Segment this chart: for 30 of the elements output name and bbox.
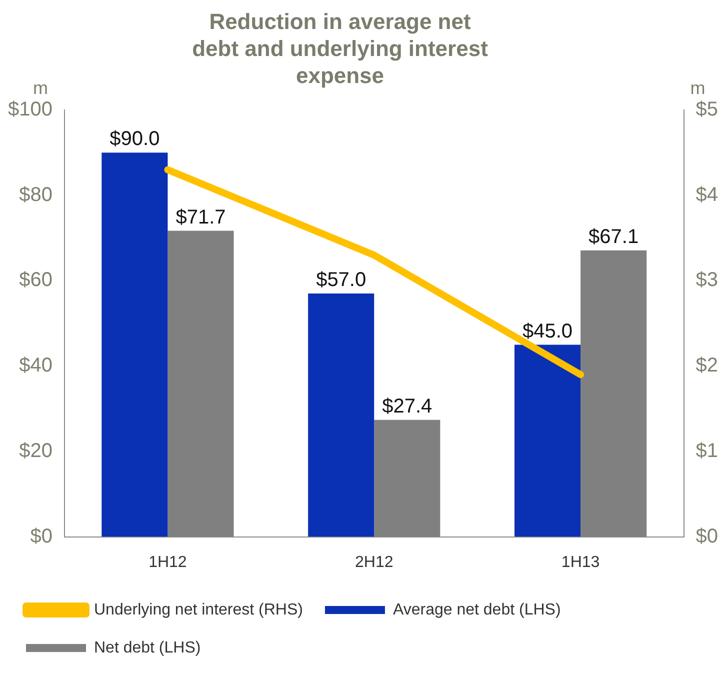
y2-tick-label: $3 xyxy=(696,269,718,292)
y2-axis-title: m xyxy=(690,78,706,98)
data-label: $90.0 xyxy=(110,128,160,150)
legend-label: Average net debt (LHS) xyxy=(392,601,561,618)
y2-tick-label: $5 xyxy=(696,98,718,121)
legend-label: Underlying net interest (RHS) xyxy=(94,601,303,618)
y2-tick-label: $2 xyxy=(696,354,718,377)
data-label: $45.0 xyxy=(522,320,573,342)
data-label: $71.7 xyxy=(176,206,226,228)
bar xyxy=(102,152,168,537)
y-tick-label: $100 xyxy=(8,98,52,121)
bar xyxy=(308,294,374,537)
y-tick-label: $20 xyxy=(19,440,52,462)
y-tick-label: $60 xyxy=(19,269,52,292)
y-tick-label: $40 xyxy=(19,354,52,377)
data-label: $67.1 xyxy=(588,226,639,248)
chart-title: Reduction in average net debt and underlying interest expense xyxy=(191,8,489,89)
y-tick-label: $80 xyxy=(19,184,52,206)
data-label: $27.4 xyxy=(382,395,432,418)
legend-label: Net debt (LHS) xyxy=(94,639,201,656)
bar xyxy=(514,344,581,537)
x-tick-label: 1H13 xyxy=(561,554,600,571)
y-axis-title: m xyxy=(32,78,48,98)
x-tick-label: 2H12 xyxy=(355,554,394,571)
y2-tick-label: $1 xyxy=(696,440,718,462)
y-tick-label: $0 xyxy=(30,525,52,548)
y2-tick-label: $4 xyxy=(696,184,718,206)
data-label: $57.0 xyxy=(316,269,366,292)
y2-tick-label: $0 xyxy=(696,525,718,548)
x-tick-label: 1H12 xyxy=(148,554,187,571)
